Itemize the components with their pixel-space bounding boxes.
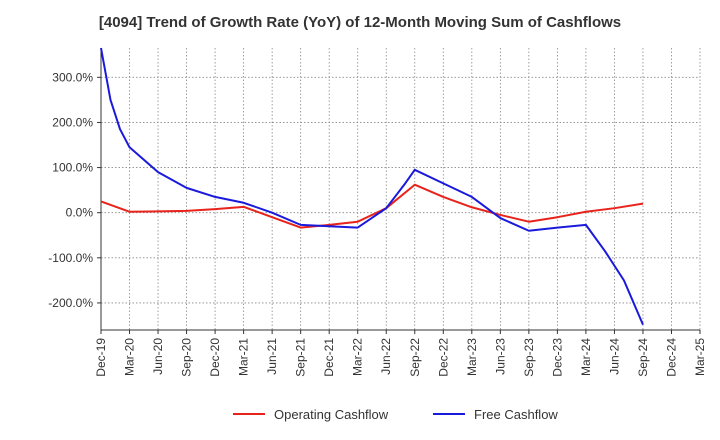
y-tick-label: 200.0% xyxy=(52,115,93,129)
series-layer xyxy=(100,47,644,325)
y-tick-label: -100.0% xyxy=(48,251,93,265)
x-tick-label: Dec-19 xyxy=(94,338,108,377)
x-tick-label: Sep-20 xyxy=(180,338,194,377)
x-tick-label: Mar-24 xyxy=(579,338,593,376)
legend-label: Free Cashflow xyxy=(474,407,558,422)
y-tick-label: -200.0% xyxy=(48,296,93,310)
x-tick-label: Sep-23 xyxy=(522,338,536,377)
chart-title: [4094] Trend of Growth Rate (YoY) of 12-… xyxy=(98,14,622,31)
x-tick-label: Dec-21 xyxy=(322,338,336,377)
x-tick-label: Mar-20 xyxy=(123,338,137,376)
legend: Operating Cashflow Free Cashflow xyxy=(233,407,558,422)
x-tick-label: Sep-21 xyxy=(294,338,308,377)
x-tick-label: Mar-21 xyxy=(237,338,251,376)
x-tick-label: Mar-23 xyxy=(465,338,479,376)
series-line-free-cashflow xyxy=(100,47,644,325)
x-tick-label: Jun-20 xyxy=(151,338,165,375)
x-tick-label: Sep-24 xyxy=(636,338,650,377)
x-tick-label: Dec-24 xyxy=(664,338,678,377)
x-tick-label: Jun-22 xyxy=(379,338,393,375)
y-tick-label: 0.0% xyxy=(66,206,94,220)
x-tick-label: Jun-23 xyxy=(493,338,507,375)
x-tick-label: Dec-23 xyxy=(550,338,564,377)
x-tick-label: Dec-20 xyxy=(208,338,222,377)
y-tick-label: 300.0% xyxy=(52,70,93,84)
x-tick-label: Mar-25 xyxy=(693,338,707,376)
x-tick-label: Mar-22 xyxy=(351,338,365,376)
series-line-operating-cashflow xyxy=(100,183,644,229)
y-tick-label: 100.0% xyxy=(52,161,93,175)
x-tick-label: Sep-22 xyxy=(408,338,422,377)
legend-label: Operating Cashflow xyxy=(274,407,389,422)
x-tick-label: Jun-24 xyxy=(607,338,621,375)
x-tick-label: Dec-22 xyxy=(436,338,450,377)
axis-layer: 300.0% 200.0% 100.0% 0.0% -100.0% -200.0% Dec-… xyxy=(48,48,707,377)
x-tick-label: Jun-21 xyxy=(265,338,279,375)
